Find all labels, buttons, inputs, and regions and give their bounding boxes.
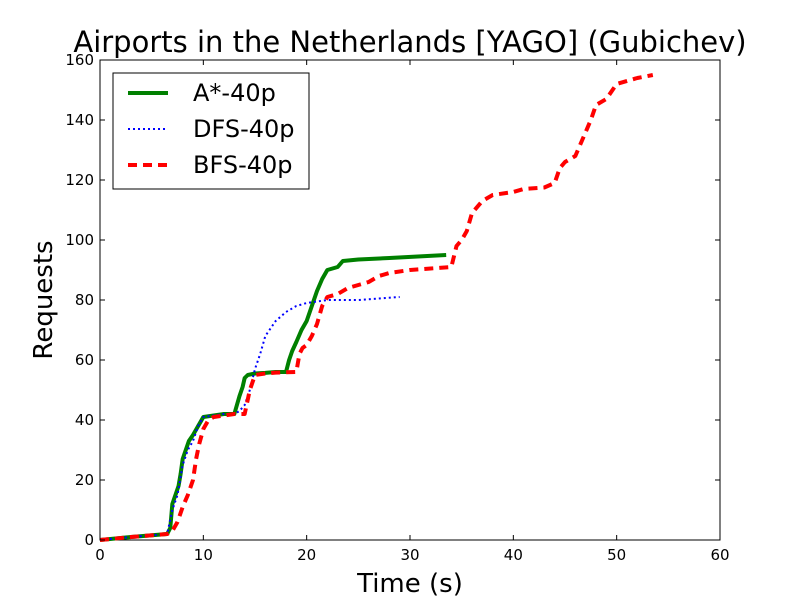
x-tick-label: 10 <box>194 546 213 564</box>
y-tick-label: 160 <box>65 51 94 69</box>
chart-title: Airports in the Netherlands [YAGO] (Gubi… <box>73 25 746 59</box>
legend-label-0: A*-40p <box>193 79 276 107</box>
x-tick-label: 20 <box>297 546 316 564</box>
legend-label-1: DFS-40p <box>193 115 295 143</box>
x-tick-label: 50 <box>607 546 626 564</box>
x-axis-label: Time (s) <box>356 569 463 599</box>
x-tick-label: 30 <box>400 546 419 564</box>
y-tick-label: 0 <box>84 531 94 549</box>
y-tick-label: 60 <box>75 351 94 369</box>
axis-ticks: 0 10 20 30 40 50 60 0 20 40 60 80 100 120 140 160 <box>65 51 729 564</box>
legend: A*-40p DFS-40p BFS-40p <box>112 72 310 190</box>
y-tick-label: 20 <box>75 471 94 489</box>
y-tick-label: 120 <box>65 171 94 189</box>
x-tick-label: 60 <box>710 546 729 564</box>
y-tick-label: 140 <box>65 111 94 129</box>
x-tick-label: 40 <box>504 546 523 564</box>
y-axis-label: Requests <box>29 240 59 359</box>
legend-label-2: BFS-40p <box>193 151 293 179</box>
y-tick-label: 100 <box>65 231 94 249</box>
y-tick-label: 40 <box>75 411 94 429</box>
series-line-2 <box>99 73 654 542</box>
y-tick-label: 80 <box>75 291 94 309</box>
series-layer <box>99 73 654 542</box>
x-tick-label: 0 <box>95 546 105 564</box>
